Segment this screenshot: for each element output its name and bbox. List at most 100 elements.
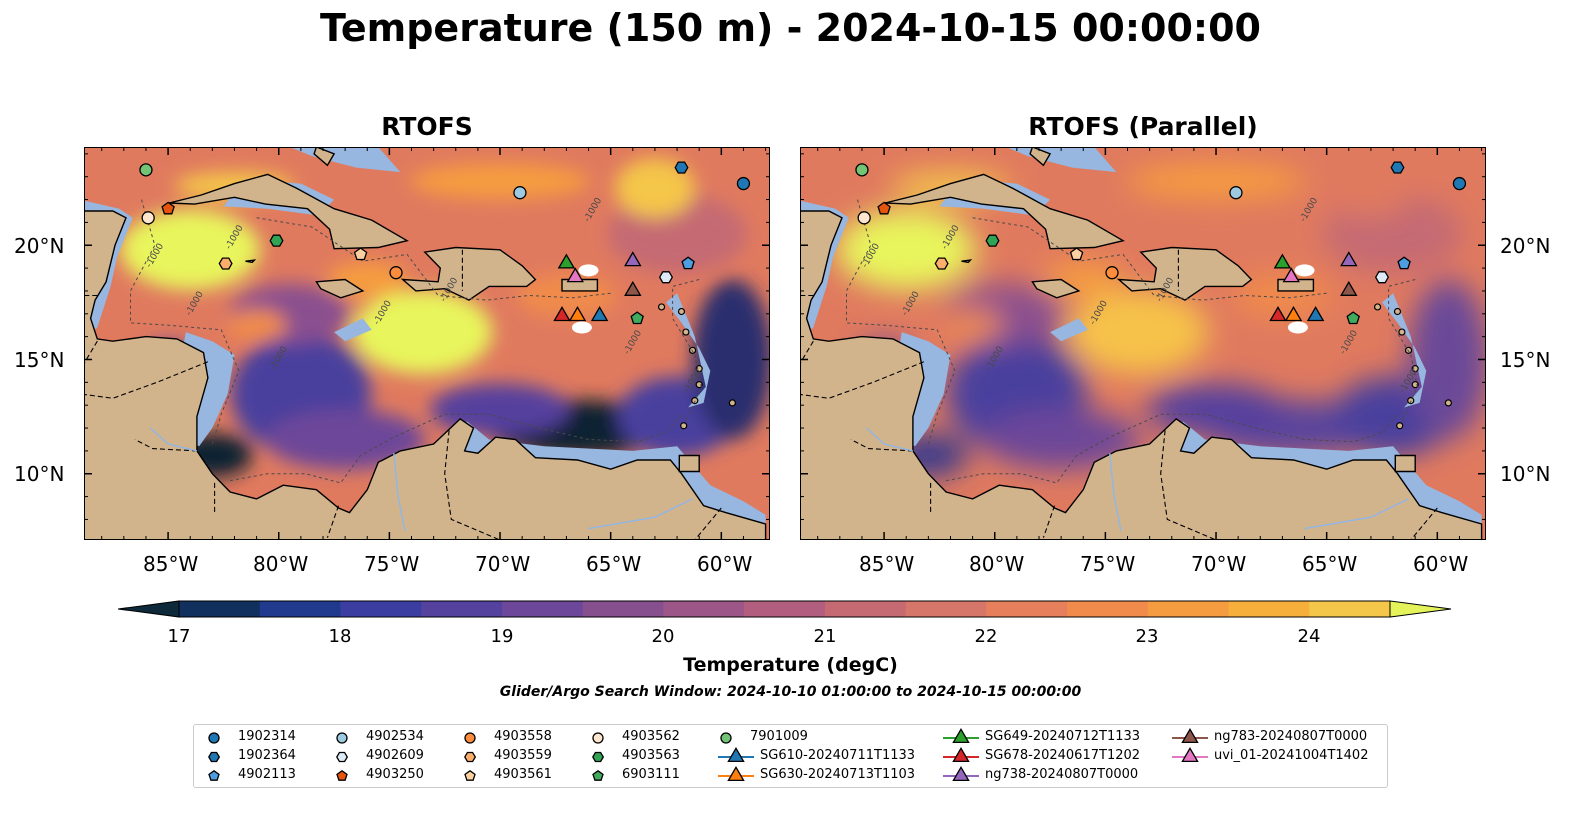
station-SG678-20240617T1202 [553, 305, 571, 322]
country-border [1410, 507, 1438, 540]
station-SG630-20240713T1103 [568, 305, 587, 322]
cb-tick-19: 19 [490, 626, 514, 647]
map-frame [800, 147, 1486, 540]
island-land [695, 381, 703, 389]
legend-label: ng738-20240807T0000 [985, 767, 1139, 782]
cayman-land [245, 259, 257, 264]
colorbar [118, 600, 1452, 618]
map-panel-rtofs[interactable]: -1000-1000-1000-1000-1000-1000-1000-1000… [84, 147, 770, 540]
glider-mask [571, 321, 592, 334]
lon-tick-right-65w: 65°W [1302, 552, 1358, 576]
station-4903563 [269, 234, 284, 247]
trinidad-land [678, 454, 700, 473]
colorbar-swatch [501, 601, 584, 617]
legend-triangle [727, 766, 745, 782]
legend-label: 1902364 [238, 748, 296, 763]
island-land [1393, 307, 1402, 316]
legend-triangle [952, 766, 970, 782]
cb-tick-24: 24 [1297, 626, 1321, 647]
legend-symbol [336, 732, 348, 744]
lon-tick-left-60w: 60°W [697, 552, 753, 576]
lat-tick-left-10n: 10°N [14, 462, 65, 486]
legend-symbol [208, 751, 221, 763]
legend: 1902314 1902364 4902113 4902534 4902609 49032… [193, 724, 1388, 788]
country-border [1042, 505, 1056, 538]
station-4903558 [1105, 266, 1119, 280]
temperature-warm-patch [614, 158, 695, 219]
legend-triangle [727, 747, 745, 763]
legend-symbol [592, 751, 605, 763]
legend-symbol [720, 732, 732, 744]
panel-title-rtofs-parallel: RTOFS (Parallel) [1028, 112, 1258, 141]
lat-tick-right-20n: 20°N [1500, 234, 1551, 258]
colorbar-swatch [259, 601, 341, 617]
colorbar-swatch [421, 601, 503, 617]
river [149, 427, 198, 452]
country-border [850, 439, 913, 452]
colorbar-swatch [824, 601, 907, 617]
map-frame [84, 147, 770, 540]
island-land [1396, 422, 1404, 430]
puerto-rico-land [561, 278, 599, 292]
lon-tick-left-80w: 80°W [253, 552, 309, 576]
temperature-warm-patch [1068, 290, 1209, 375]
cuba-land [885, 173, 1125, 250]
legend-marker-hexagon [592, 751, 605, 763]
legend-symbol [592, 732, 604, 744]
station-4903561 [353, 247, 368, 261]
legend-triangle [1181, 747, 1199, 763]
panel-title-rtofs: RTOFS [381, 112, 473, 141]
island-land [1444, 399, 1452, 407]
station-4903559 [218, 257, 233, 270]
island-land [728, 399, 736, 407]
station-4902534 [1229, 186, 1243, 200]
legend-marker-pentagon [208, 769, 220, 781]
legend-marker-circle [720, 732, 732, 744]
legend-marker-triangle [718, 766, 754, 782]
legend-label: 6903111 [622, 767, 680, 782]
cb-tick-21: 21 [813, 626, 837, 647]
legend-label: 4902113 [238, 767, 296, 782]
temperature-warm-patch [836, 209, 977, 290]
river [588, 498, 693, 530]
station-uvi_01-20241004T1402 [1282, 267, 1300, 283]
pedro-bank [334, 318, 372, 342]
andros-land [313, 147, 336, 167]
station-4902113 [1397, 256, 1411, 270]
station-ng738-20240807T0000 [1340, 251, 1358, 267]
legend-marker-pentagon [336, 769, 348, 781]
legend-marker-hexagon [464, 751, 477, 763]
temperature-cool-patch [692, 279, 770, 440]
central-south-america-land [800, 210, 1483, 540]
country-border [444, 430, 501, 540]
temperature-cool-patch [265, 409, 426, 470]
station-1902364 [1390, 161, 1405, 174]
glider-mask [1287, 321, 1308, 334]
colorbar-swatch [744, 601, 826, 617]
temperature-warm-patch [410, 163, 591, 200]
legend-label: SG610-20240711T1133 [760, 748, 916, 763]
station-SG630-20240713T1103 [1284, 305, 1303, 322]
legend-marker-pentagon [464, 769, 476, 781]
hispaniola-land [1116, 246, 1253, 301]
legend-symbol [464, 732, 476, 744]
colorbar-swatch [905, 601, 987, 617]
legend-marker-triangle [718, 747, 754, 763]
andros-land [1029, 147, 1052, 167]
cb-tick-22: 22 [974, 626, 998, 647]
legend-label: ng783-20240807T0000 [1214, 729, 1368, 744]
map-panel-rtofs-parallel[interactable]: -1000-1000-1000-1000-1000-1000-1000-1000… [800, 147, 1486, 540]
lat-tick-left-20n: 20°N [14, 234, 65, 258]
isobath-contour [1388, 279, 1418, 422]
station-ng783-20240807T0000 [624, 280, 642, 296]
cb-tick-23: 23 [1135, 626, 1159, 647]
lon-tick-right-60w: 60°W [1413, 552, 1469, 576]
station-SG649-20240712T1133 [1273, 253, 1292, 269]
station-SG610-20240711T1133 [1306, 305, 1325, 322]
station-ng738-20240807T0000 [624, 251, 642, 267]
river [865, 427, 914, 452]
colorbar-extend-low [118, 600, 180, 618]
legend-label: SG678-20240617T1202 [985, 748, 1141, 763]
country-border [84, 361, 209, 399]
legend-marker-triangle [1172, 747, 1208, 763]
